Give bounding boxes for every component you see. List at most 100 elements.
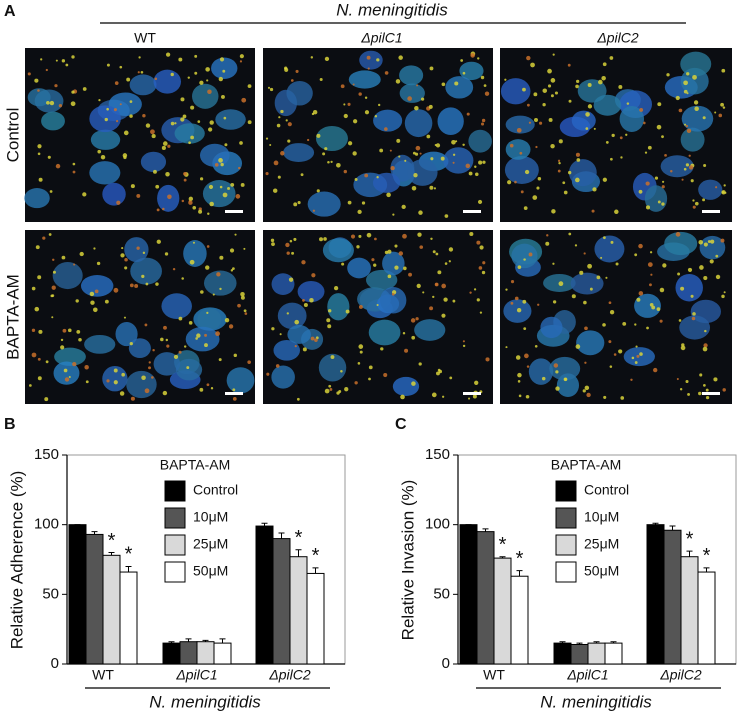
bacteria <box>319 77 323 81</box>
bacteria <box>186 366 190 370</box>
bacteria <box>611 133 615 138</box>
bacteria <box>199 80 204 85</box>
bacteria <box>54 84 58 88</box>
bacteria <box>524 169 530 175</box>
nucleus <box>53 361 80 385</box>
bacteria <box>243 247 246 250</box>
nucleus <box>215 109 246 130</box>
nucleus <box>185 326 220 352</box>
bacteria <box>601 75 606 81</box>
bacteria <box>546 234 549 237</box>
bacteria <box>656 124 662 130</box>
bacteria <box>551 209 556 214</box>
bacteria <box>374 115 378 118</box>
bacteria <box>286 312 289 315</box>
bacteria <box>45 360 49 364</box>
bacteria <box>550 143 555 149</box>
bacteria <box>587 82 592 87</box>
bacteria <box>430 237 433 241</box>
bacteria <box>646 326 649 330</box>
bacteria <box>310 56 314 59</box>
bacteria <box>404 348 409 353</box>
bacteria <box>391 292 395 296</box>
bacteria <box>215 331 220 337</box>
bacteria <box>136 193 141 198</box>
bacteria <box>647 145 652 150</box>
bacteria <box>327 309 332 313</box>
bar <box>272 538 291 665</box>
y-tick-label: 0 <box>442 655 450 672</box>
bacteria <box>610 157 613 161</box>
nucleus <box>199 143 230 167</box>
bacteria <box>591 209 595 213</box>
bacteria <box>178 350 182 354</box>
nucleus <box>619 105 645 132</box>
bacteria <box>72 170 76 174</box>
bacteria <box>347 102 351 106</box>
nucleus <box>660 155 694 178</box>
bacteria <box>267 86 271 89</box>
error-bar <box>219 638 226 644</box>
bacteria <box>167 144 171 148</box>
bacteria <box>690 294 694 298</box>
bacteria <box>206 245 210 248</box>
bacteria <box>222 69 226 73</box>
bacteria <box>290 79 294 82</box>
bar <box>196 641 215 665</box>
bacteria <box>31 352 37 358</box>
bacteria <box>620 396 625 400</box>
bacteria <box>402 332 406 335</box>
nucleus <box>511 243 538 269</box>
significance-mark: * <box>499 534 507 556</box>
bacteria <box>692 74 697 80</box>
bacteria <box>657 200 661 204</box>
nucleus <box>315 125 348 152</box>
bacteria <box>444 214 449 218</box>
bacteria <box>650 273 653 276</box>
bacteria <box>723 184 726 187</box>
micrograph <box>263 48 493 222</box>
bacteria <box>85 380 89 384</box>
bacteria <box>76 329 81 334</box>
bacteria <box>670 170 673 173</box>
bacteria <box>218 76 223 82</box>
bacteria <box>639 352 643 356</box>
bacteria <box>197 120 201 124</box>
bacteria <box>75 299 79 303</box>
nucleus <box>84 334 116 354</box>
bacteria <box>244 312 248 315</box>
bacteria <box>451 139 456 145</box>
bacteria <box>552 53 555 56</box>
bacteria <box>241 97 247 103</box>
bacteria <box>172 267 176 271</box>
bacteria <box>702 198 706 202</box>
bacteria <box>286 251 290 255</box>
bacteria <box>218 158 223 163</box>
bacteria <box>509 143 514 148</box>
bacteria <box>155 282 159 286</box>
bacteria <box>661 202 665 206</box>
bacteria <box>564 378 567 381</box>
bacteria <box>703 163 707 168</box>
nucleus <box>115 321 138 347</box>
bacteria <box>269 143 272 146</box>
bacteria <box>148 366 152 370</box>
legend-label: 50μM <box>584 563 619 579</box>
bacteria <box>178 57 183 62</box>
bacteria <box>42 236 46 240</box>
bacteria <box>358 305 363 309</box>
bacteria <box>558 139 563 144</box>
bacteria <box>165 171 170 177</box>
bacteria <box>678 319 682 322</box>
bacteria <box>302 347 307 352</box>
bacteria <box>124 258 128 262</box>
nucleus <box>443 147 474 174</box>
bacteria <box>659 287 665 293</box>
legend-swatch <box>555 534 577 556</box>
bacteria <box>542 103 546 107</box>
bacteria <box>291 251 295 255</box>
y-tick-label: 150 <box>425 446 450 463</box>
bacteria <box>121 372 125 377</box>
nucleus <box>675 274 703 302</box>
legend-swatch <box>164 507 186 529</box>
